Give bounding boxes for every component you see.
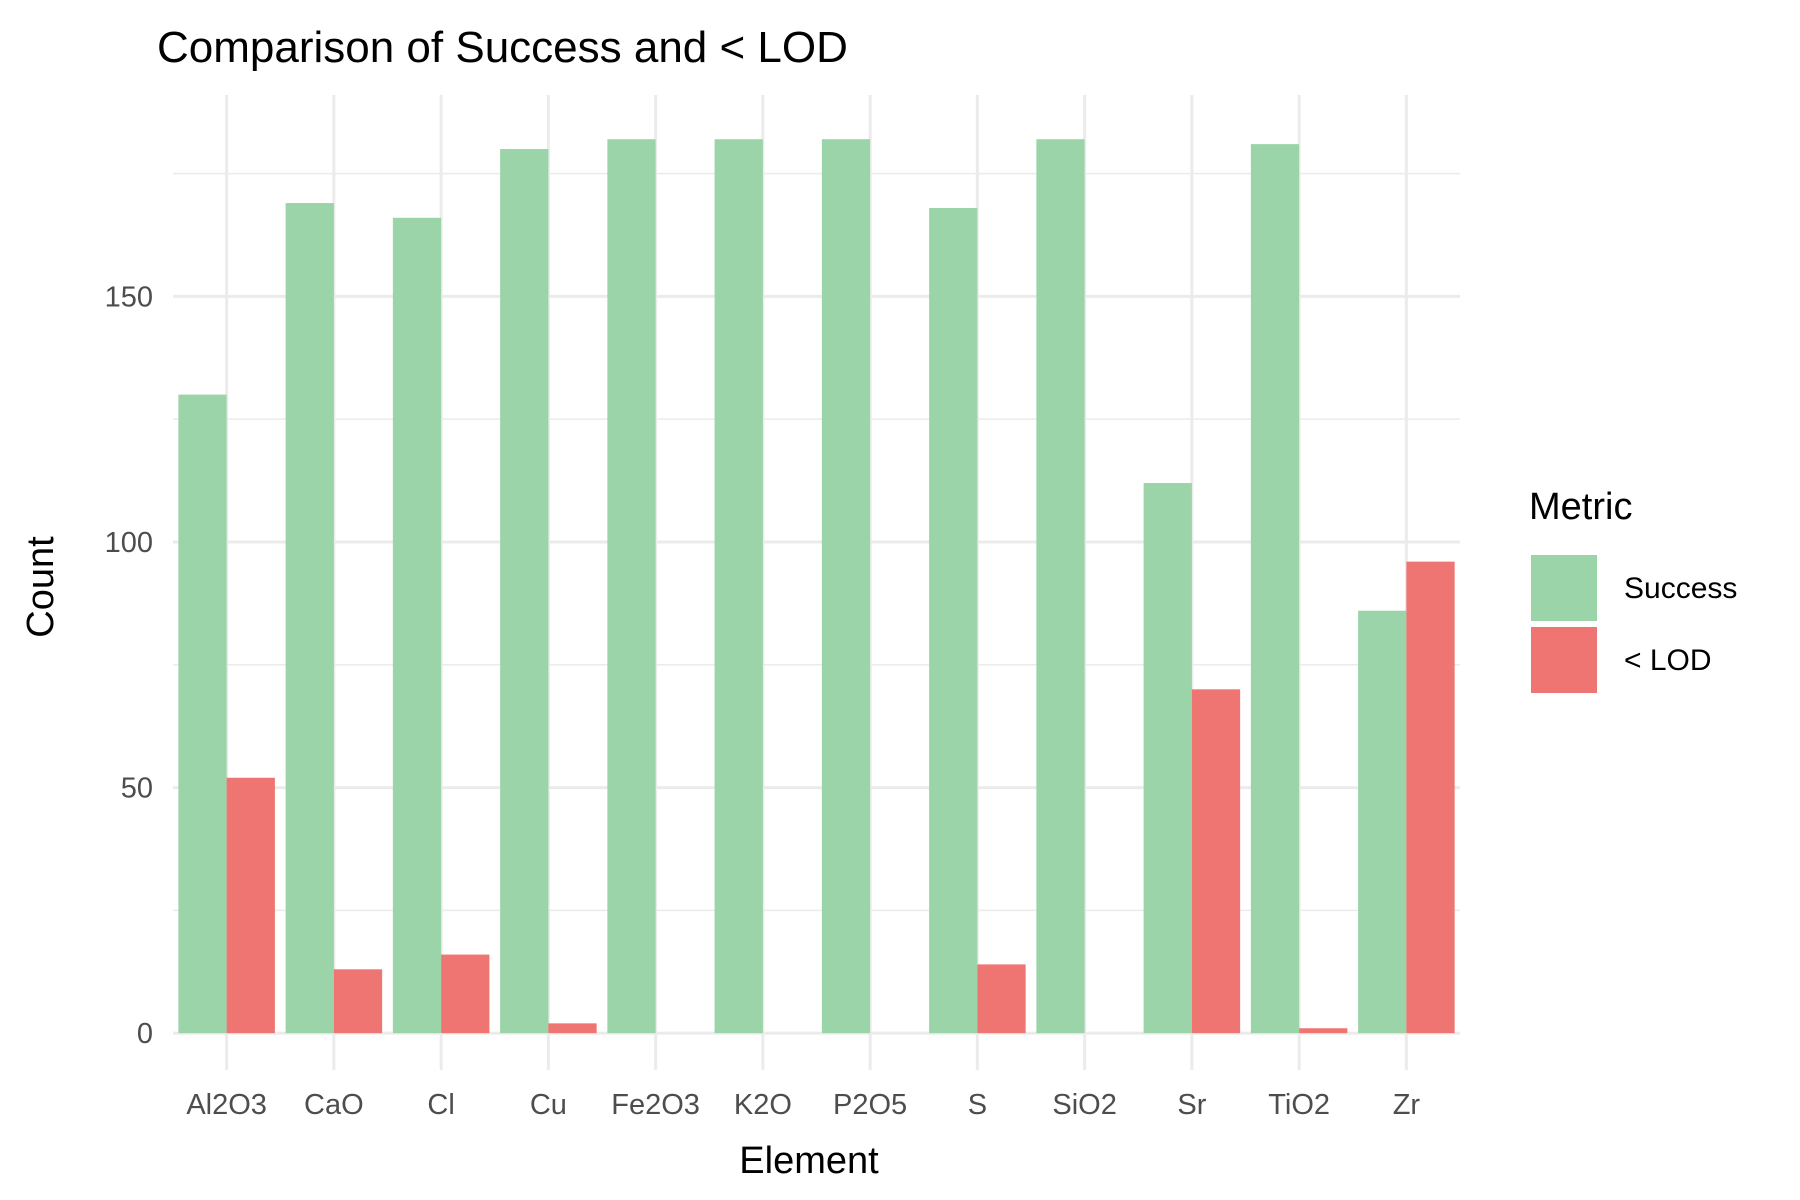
x-tick-label: Sr <box>1177 1089 1206 1121</box>
bar-success-zr <box>1358 610 1407 1034</box>
bar-lod-cu <box>548 1023 597 1034</box>
bar-success-fe2o3 <box>607 139 656 1034</box>
x-axis-title: Element <box>739 1140 879 1182</box>
legend-label: < LOD <box>1624 644 1712 677</box>
x-tick-label: Cu <box>530 1089 567 1121</box>
x-axis-ticks: Al2O3 CaO Cl Cu Fe2O3 K2O P2O5 S SiO2 Sr TiO2 Zr <box>186 1089 1420 1121</box>
legend: Metric Success < LOD <box>1529 486 1737 693</box>
bar-lod-al2o3 <box>226 777 275 1034</box>
bar-success-sr <box>1143 483 1192 1034</box>
bar-lod-s <box>977 964 1026 1034</box>
y-tick-label: 150 <box>105 281 153 313</box>
y-tick-label: 50 <box>121 773 153 805</box>
legend-title: Metric <box>1529 486 1632 528</box>
y-axis-ticks: 0 50 100 150 <box>105 281 153 1050</box>
bar-lod-tio2 <box>1299 1028 1348 1034</box>
bar-success-k2o <box>714 139 763 1034</box>
x-tick-label: SiO2 <box>1052 1089 1116 1121</box>
bar-success-s <box>929 207 978 1034</box>
x-tick-label: S <box>968 1089 987 1121</box>
y-tick-label: 0 <box>137 1018 153 1050</box>
legend-key <box>1531 627 1597 693</box>
legend-key <box>1531 555 1597 621</box>
legend-label: Success <box>1624 572 1737 605</box>
x-tick-label: Cl <box>427 1089 454 1121</box>
y-tick-label: 100 <box>105 527 153 559</box>
x-tick-label: Fe2O3 <box>611 1089 700 1121</box>
x-tick-label: Al2O3 <box>186 1089 267 1121</box>
bar-lod-zr <box>1406 561 1455 1034</box>
bar-lod-cl <box>441 954 490 1034</box>
y-axis-title: Count <box>20 536 62 638</box>
bars <box>178 139 1455 1034</box>
bar-success-tio2 <box>1250 144 1300 1034</box>
bar-success-cu <box>500 149 549 1034</box>
x-tick-label: TiO2 <box>1268 1089 1330 1121</box>
chart-title: Comparison of Success and < LOD <box>157 23 848 72</box>
bar-success-cao <box>285 203 334 1034</box>
x-tick-label: CaO <box>304 1089 364 1121</box>
bar-lod-cao <box>333 969 383 1034</box>
x-tick-label: Zr <box>1393 1089 1421 1121</box>
bar-success-p2o5 <box>821 139 871 1034</box>
bar-success-cl <box>392 217 442 1034</box>
x-tick-label: K2O <box>734 1089 792 1121</box>
bar-success-al2o3 <box>178 394 227 1034</box>
bar-lod-sr <box>1191 689 1241 1034</box>
x-tick-label: P2O5 <box>833 1089 907 1121</box>
bar-success-sio2 <box>1036 139 1085 1034</box>
